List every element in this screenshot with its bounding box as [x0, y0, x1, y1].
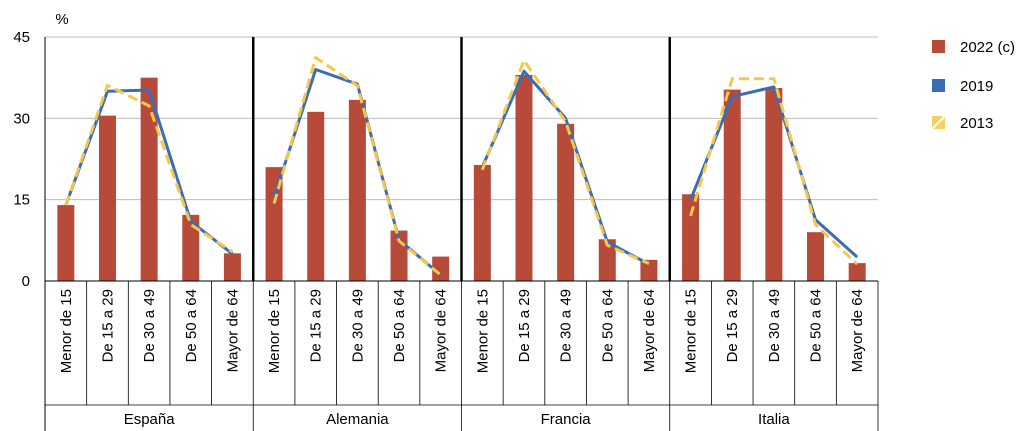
group-label: Alemania [326, 411, 389, 428]
bar-2022 [140, 77, 158, 282]
bar-2022 [848, 263, 866, 281]
y-tick-label: 15 [13, 192, 30, 209]
line-2019 [480, 69, 650, 266]
category-label: Menor de 15 [683, 289, 700, 373]
category-label: Mayor de 64 [641, 289, 658, 372]
category-label: De 15 a 29 [724, 289, 741, 362]
bar-2022 [807, 232, 825, 281]
axis-labels: 0 15 30 45 Menor de 15 De 15 a 29 De 30 a 49 De… [13, 29, 866, 428]
line-2013 [480, 58, 650, 265]
category-label: Mayor de 64 [433, 289, 450, 372]
legend-label: 2013 [960, 115, 993, 132]
bar-2022 [57, 205, 75, 281]
category-label: De 50 a 64 [183, 289, 200, 362]
bar-2022 [765, 87, 783, 281]
legend-label: 2019 [960, 78, 993, 95]
category-label: De 30 a 49 [766, 289, 783, 362]
bar-2022 [98, 115, 116, 281]
bar-2022 [723, 89, 741, 282]
y-tick-label: 30 [13, 110, 30, 127]
bar-2022 [473, 164, 491, 281]
group-label: España [124, 411, 176, 428]
y-tick-label: 45 [13, 29, 30, 46]
bar-2022 [265, 167, 283, 281]
line-2013 [64, 83, 234, 253]
legend-label: 2022 (c) [960, 39, 1015, 56]
line-2019 [689, 85, 859, 259]
category-label: Mayor de 64 [849, 289, 866, 372]
legend-swatch-hatch [931, 115, 946, 130]
bar-2022 [682, 194, 700, 281]
line-2013 [272, 56, 442, 277]
category-label: De 50 a 64 [391, 289, 408, 362]
line-2013 [689, 77, 859, 266]
category-label: De 30 a 49 [141, 289, 158, 362]
group-label: Francia [541, 411, 592, 428]
axes [44, 37, 879, 431]
category-label: De 30 a 49 [558, 289, 575, 362]
category-label: De 50 a 64 [599, 289, 616, 362]
legend: 2022 (c) 2019 2013 [931, 39, 1015, 132]
bar-2022 [182, 214, 200, 281]
bar-2022 [640, 259, 658, 281]
bars [57, 74, 866, 282]
series-lines [64, 56, 859, 277]
category-label: Mayor de 64 [224, 289, 241, 372]
bar-2022 [598, 239, 616, 281]
legend-swatch-2019 [932, 79, 945, 92]
bar-2022 [557, 123, 575, 281]
category-label: Menor de 15 [58, 289, 75, 373]
category-label: De 30 a 49 [349, 289, 366, 362]
bar-2022 [348, 99, 366, 281]
bar-2022 [432, 256, 450, 281]
bar-2022 [223, 253, 241, 281]
category-label: Menor de 15 [474, 289, 491, 373]
y-axis-unit: % [55, 11, 68, 28]
category-label: De 50 a 64 [808, 289, 825, 362]
group-label: Italia [758, 411, 790, 428]
bar-2022 [515, 74, 533, 281]
category-label: De 15 a 29 [516, 289, 533, 362]
legend-swatch-2022 [932, 40, 945, 53]
category-label: Menor de 15 [266, 289, 283, 373]
bar-2022 [307, 111, 325, 282]
y-tick-label: 0 [22, 273, 30, 290]
category-label: De 15 a 29 [99, 289, 116, 362]
category-label: De 15 a 29 [308, 289, 325, 362]
